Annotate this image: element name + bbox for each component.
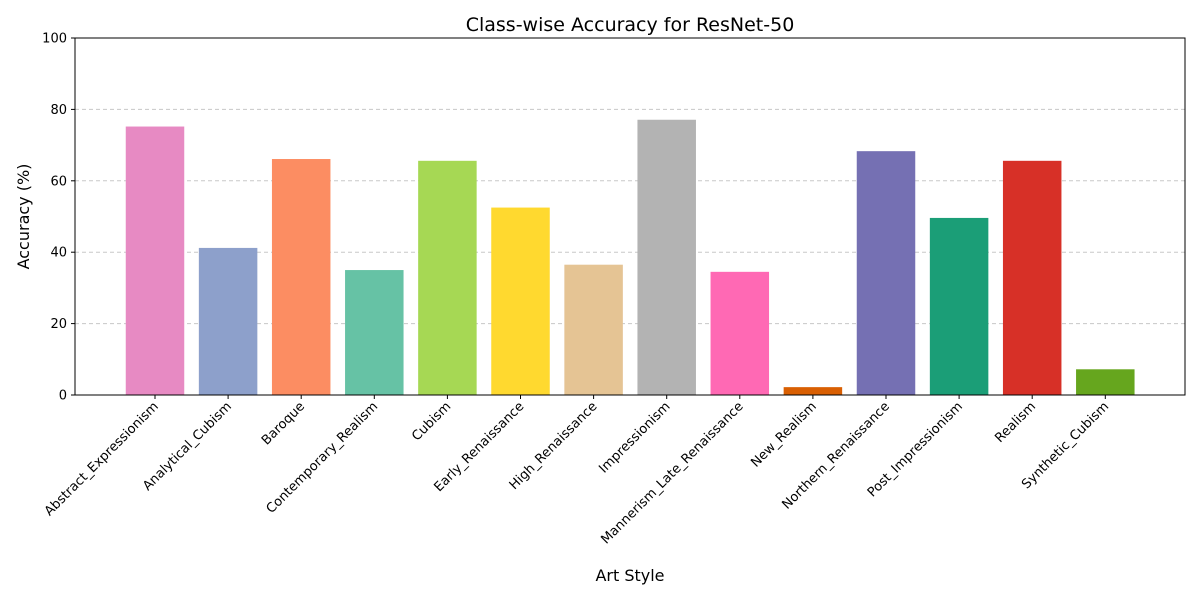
grid-lines <box>75 108 1185 325</box>
plot-frame <box>74 37 1186 396</box>
y-axis-label: Accuracy (%) <box>14 164 33 270</box>
x-tick-label: Mannerism_Late_Renaissance <box>598 399 746 547</box>
bar-analytical-cubism <box>198 247 258 395</box>
chart-title: Class-wise Accuracy for ResNet-50 <box>466 14 795 36</box>
bar-abstract-expressionism <box>125 126 185 395</box>
bar-impressionism <box>637 119 696 396</box>
x-tick-label: Realism <box>992 399 1039 446</box>
bar-mannerism-late-renaissance <box>710 271 770 395</box>
x-tick-label: Impressionism <box>596 399 673 476</box>
x-tick-label: Abstract_Expressionism <box>42 399 162 519</box>
bars <box>125 119 1135 396</box>
x-axis-label: Art Style <box>595 566 664 585</box>
y-tick-label: 0 <box>59 389 67 404</box>
y-tick-label: 80 <box>50 103 67 118</box>
bar-post-impressionism <box>929 217 989 395</box>
x-tick-label: Baroque <box>259 399 308 448</box>
bar-contemporary-realism <box>345 270 404 395</box>
bar-high-renaissance <box>564 264 623 395</box>
x-tick-label: New_Realism <box>748 399 819 470</box>
bar-realism <box>1002 160 1062 395</box>
bar-northern-renaissance <box>856 151 916 395</box>
bar-new-realism <box>783 387 843 395</box>
bar-synthetic-cubism <box>1076 369 1135 395</box>
y-axis-ticks: 0 20 40 60 80 100 <box>42 32 75 404</box>
y-tick-label: 20 <box>50 317 67 332</box>
y-tick-label: 40 <box>50 246 67 261</box>
bar-early-renaissance <box>491 207 550 395</box>
bar-cubism <box>418 160 477 395</box>
y-tick-label: 60 <box>50 174 67 189</box>
x-tick-label: Cubism <box>409 399 454 444</box>
bar-baroque <box>271 159 331 395</box>
y-tick-label: 100 <box>42 32 67 47</box>
